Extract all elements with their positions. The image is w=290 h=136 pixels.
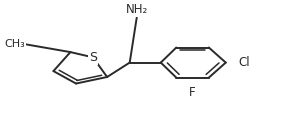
Text: CH₃: CH₃ <box>4 39 25 49</box>
Text: S: S <box>89 51 97 64</box>
Text: Cl: Cl <box>238 56 250 69</box>
Text: NH₂: NH₂ <box>126 3 148 16</box>
Text: F: F <box>188 86 195 99</box>
